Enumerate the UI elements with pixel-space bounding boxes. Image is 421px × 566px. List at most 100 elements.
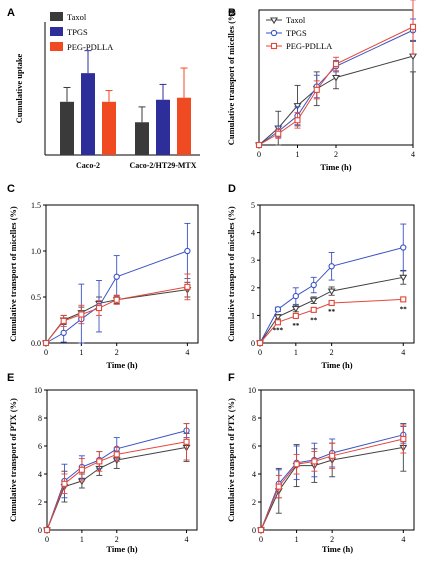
y-tick-label: 4 (252, 470, 256, 479)
y-tick-label: 8 (38, 414, 42, 423)
legend-swatch (50, 12, 63, 21)
y-tick-label: 0.5 (31, 293, 41, 302)
data-point (293, 313, 298, 318)
x-tick-label: 4 (411, 150, 415, 159)
y-axis-title: Cumulative transport of PTX (%) (8, 398, 18, 522)
x-tick-label: 1 (296, 150, 300, 159)
y-tick-label: 3 (251, 256, 255, 265)
x-tick-label: 0 (45, 535, 49, 544)
y-tick-label: 0 (252, 526, 256, 535)
legend-label: TPGS (67, 27, 88, 37)
plot-frame (261, 390, 414, 530)
panel-c: CCumulative transport of micelles (%)0 1 2… (7, 183, 198, 370)
data-point (185, 248, 190, 253)
data-point (401, 245, 406, 250)
data-point (258, 341, 263, 346)
legend-label: PEG-PDLLA (286, 41, 333, 51)
x-tick-label: 2 (330, 348, 334, 357)
bar (177, 98, 191, 155)
x-tick-label: 2 (115, 535, 119, 544)
panel-letter: E (7, 372, 14, 384)
significance-label: ** (292, 322, 300, 330)
data-point (114, 274, 119, 279)
y-axis-title: Cumulative transport of PTX (%) (226, 398, 236, 522)
data-point (295, 118, 300, 123)
data-point (329, 264, 334, 269)
plot-frame (260, 205, 414, 343)
data-point (79, 312, 84, 317)
x-tick-label: 4 (185, 348, 189, 357)
data-point (276, 484, 281, 489)
data-point (294, 462, 299, 467)
data-point (97, 306, 102, 311)
legend-label: PEG-PDLLA (67, 42, 114, 52)
y-tick-label: 0 (38, 526, 42, 535)
data-point (330, 453, 335, 458)
data-point (97, 459, 102, 464)
data-point (44, 341, 49, 346)
x-tick-label: 0 (257, 150, 261, 159)
data-point (276, 131, 281, 136)
data-point (411, 24, 416, 29)
significance-label: ** (400, 305, 408, 313)
x-tick-label: 4 (401, 348, 405, 357)
y-tick-label: 10 (34, 386, 42, 395)
data-point (401, 437, 406, 442)
x-tick-label: 1 (80, 535, 84, 544)
x-axis-title: Time (h) (106, 360, 137, 370)
data-point (311, 282, 316, 287)
data-point (275, 320, 280, 325)
data-point (311, 307, 316, 312)
y-tick-label: 1 (251, 311, 255, 320)
legend-label: Taxol (67, 12, 87, 22)
panel-letter: D (228, 183, 236, 195)
panel-e: ECumulative transport of PTX (%)0 1 2 40246… (7, 372, 197, 554)
data-point (329, 289, 335, 294)
bar (156, 100, 170, 155)
legend-label: Taxol (286, 15, 306, 25)
x-tick-label: 1 (294, 348, 298, 357)
legend-swatch (50, 42, 63, 51)
panel-letter: F (228, 372, 235, 384)
panel-letter: A (7, 7, 15, 19)
x-tick-label: 2 (330, 535, 334, 544)
y-tick-label: 2 (251, 284, 255, 293)
x-axis-title: Time (h) (322, 544, 353, 554)
significance-label: *** (273, 327, 284, 335)
y-tick-label: 10 (248, 386, 256, 395)
x-tick-label: Caco-2 (76, 161, 100, 170)
legend-marker (271, 18, 277, 23)
bar (81, 73, 95, 155)
data-point (333, 76, 339, 81)
y-tick-label: 4 (251, 229, 255, 238)
y-tick-label: 4 (38, 470, 42, 479)
y-tick-label: 0 (251, 339, 255, 348)
y-tick-label: 5 (251, 201, 255, 210)
data-point (410, 54, 416, 59)
x-axis-title: Time (h) (106, 544, 137, 554)
legend-marker (271, 30, 276, 35)
y-tick-label: 2 (252, 498, 256, 507)
y-tick-label: 0.0 (31, 339, 41, 348)
data-point (61, 330, 66, 335)
y-tick-label: 1.0 (31, 247, 41, 256)
panel-letter: C (7, 183, 15, 195)
plot-frame (46, 205, 198, 343)
legend-marker (272, 44, 277, 49)
x-tick-label: 0 (259, 535, 263, 544)
data-point (114, 452, 119, 457)
legend-swatch (50, 27, 63, 36)
y-tick-label: 2 (38, 498, 42, 507)
data-point (45, 528, 50, 533)
x-tick-label: 4 (401, 535, 405, 544)
x-tick-label: 0 (258, 348, 262, 357)
data-point (185, 284, 190, 289)
data-point (184, 439, 189, 444)
x-axis-title: Time (h) (320, 162, 351, 172)
x-tick-label: 2 (115, 348, 119, 357)
data-point (259, 528, 264, 533)
significance-label: ** (328, 308, 336, 316)
data-point (401, 297, 406, 302)
